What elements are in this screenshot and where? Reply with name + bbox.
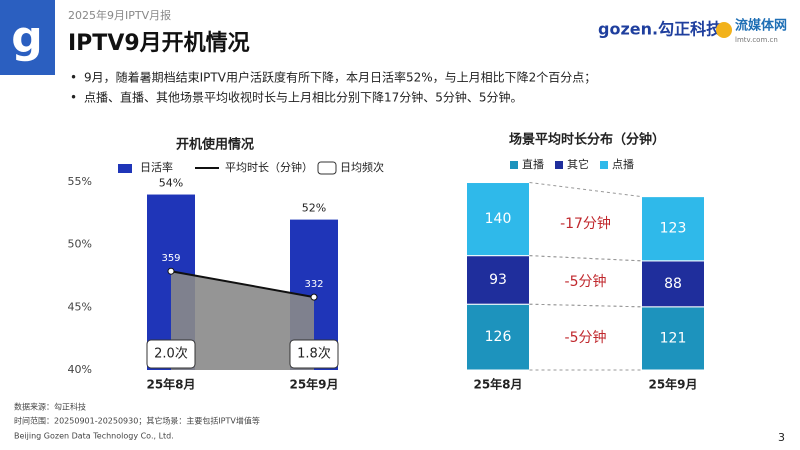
value-label: 52%	[302, 202, 326, 215]
line	[170, 270, 315, 299]
chart-title: 场景平均时长分布（分钟）	[509, 132, 665, 148]
x-tick-label: 25年8月	[473, 377, 522, 392]
point	[167, 267, 175, 275]
logo-media-url: lmtv.com.cn	[735, 36, 778, 44]
connector	[529, 182, 642, 198]
legend-label: 日均频次	[340, 160, 384, 174]
report-label: 2025年9月IPTV月报	[68, 8, 171, 22]
legend-swatch	[118, 164, 132, 173]
bar-segment	[641, 260, 705, 308]
bullet-dot: •	[70, 71, 77, 85]
value-label: 140	[485, 211, 512, 227]
value-label: 332	[304, 279, 323, 290]
y-tick-label: 40%	[68, 363, 92, 376]
legend-swatch	[510, 161, 518, 169]
logo-g: g	[11, 12, 43, 63]
bar-segment	[641, 196, 705, 262]
logo-media: 流媒体网	[735, 18, 787, 34]
value-label: 359	[161, 253, 180, 264]
x-tick-label: 25年9月	[648, 377, 697, 392]
annotation: -5分钟	[565, 273, 607, 290]
legend-label: 平均时长（分钟）	[225, 160, 313, 174]
logo-block	[0, 0, 55, 75]
page-title: IPTV9月开机情况	[68, 30, 250, 56]
chart-title: 开机使用情况	[176, 137, 254, 153]
value-label: 126	[485, 329, 512, 345]
legend-swatch	[600, 161, 608, 169]
bullet: 点播、直播、其他场景平均收视时长与上月相比分别下降17分钟、5分钟、5分钟。	[84, 90, 523, 105]
bullet: 9月，随着暑期档结束IPTV用户活跃度有所下降，本月日活率52%，与上月相比下降…	[84, 70, 596, 85]
point	[310, 293, 318, 301]
legend-label: 点播	[612, 157, 634, 171]
bullet-dot: •	[70, 91, 77, 105]
x-tick-label: 25年8月	[146, 377, 195, 392]
legend-label: 直播	[522, 157, 544, 171]
frequency-box	[146, 339, 196, 369]
logo-icon	[716, 22, 732, 38]
bar-segment	[466, 182, 530, 257]
annotation: -17分钟	[560, 215, 611, 232]
y-tick-label: 45%	[68, 300, 92, 313]
value-label: 121	[660, 330, 687, 346]
value-label: 88	[664, 276, 682, 292]
connector	[529, 303, 642, 308]
connector	[529, 255, 642, 262]
bar-segment	[466, 255, 530, 305]
bar-segment	[466, 303, 530, 371]
area	[171, 271, 314, 370]
page-number: 3	[778, 431, 785, 444]
frequency-box	[289, 339, 339, 369]
logo-gozen: gozen.勾正科技	[598, 20, 723, 39]
value-label: 93	[489, 272, 507, 288]
source: 数据来源：勾正科技	[14, 402, 86, 412]
annotation: -5分钟	[565, 329, 607, 346]
value-label: 54%	[159, 177, 183, 190]
legend-label: 其它	[567, 157, 589, 171]
value-label: 1.8次	[297, 346, 331, 362]
legend-label: 日活率	[140, 160, 173, 174]
value-label: 123	[660, 221, 687, 237]
legend-swatch	[317, 161, 337, 175]
y-tick-label: 50%	[68, 238, 92, 251]
y-tick-label: 55%	[68, 175, 92, 188]
value-label: 2.0次	[154, 346, 188, 362]
legend-swatch	[555, 161, 563, 169]
x-tick-label: 25年9月	[289, 377, 338, 392]
company: Beijing Gozen Data Technology Co., Ltd.	[14, 432, 174, 441]
bar-segment	[641, 306, 705, 371]
range: 时间范围：20250901-20250930；其它场景：主要包括IPTV增值等	[14, 416, 260, 426]
